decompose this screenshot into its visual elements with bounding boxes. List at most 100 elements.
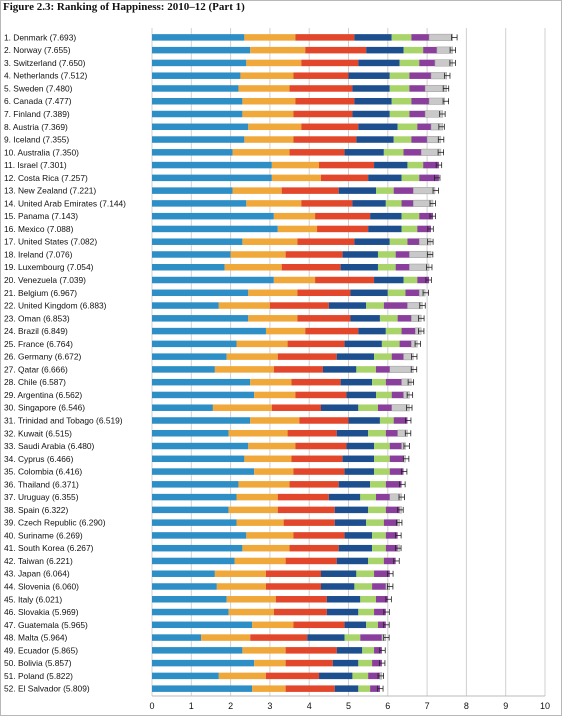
bar-segment xyxy=(376,493,390,501)
country-label: 9. Iceland (7.355) xyxy=(4,135,69,145)
bar-segment xyxy=(254,468,294,475)
bar-segment xyxy=(401,200,414,207)
confidence-interval xyxy=(383,609,390,616)
bar-segment xyxy=(305,46,367,54)
bar-segment xyxy=(383,519,398,526)
confidence-interval xyxy=(402,455,410,462)
bar-segment xyxy=(374,442,390,450)
bar-segment xyxy=(152,187,233,194)
bar-segment xyxy=(417,276,430,284)
bar-segment xyxy=(319,161,375,169)
confidence-interval xyxy=(437,149,445,156)
bar-segment xyxy=(376,187,394,194)
bar-segment xyxy=(391,34,412,41)
bar-segment xyxy=(350,289,388,297)
bar-segment xyxy=(152,583,217,590)
bar-segment xyxy=(370,481,386,488)
bar-segment xyxy=(293,136,357,143)
bar-segment xyxy=(242,97,296,105)
bar-segment xyxy=(368,557,384,565)
bar-segment xyxy=(285,251,343,258)
confidence-interval xyxy=(395,545,402,552)
bar-segment xyxy=(403,149,422,156)
bar-segment xyxy=(152,238,243,245)
bar-segment xyxy=(230,251,286,258)
bar-segment xyxy=(366,302,384,309)
bar-segment xyxy=(379,315,398,322)
country-label: 47. Guatemala (5.965) xyxy=(4,620,88,630)
bar-segment xyxy=(299,417,349,424)
bar-segment xyxy=(391,97,412,105)
bar-segment xyxy=(315,276,375,284)
bar-segment xyxy=(385,327,402,335)
bar-segment xyxy=(417,225,432,233)
bar-segment xyxy=(152,378,251,386)
bar-segment xyxy=(338,187,377,194)
bar-segment xyxy=(315,212,371,220)
bar-segment xyxy=(409,72,432,79)
country-label: 41. South Korea (6.267) xyxy=(4,543,94,553)
bar-segment xyxy=(297,315,351,322)
bar-segment xyxy=(360,634,382,641)
bar-segment xyxy=(399,340,412,348)
bar-segment xyxy=(389,455,404,463)
confidence-interval xyxy=(426,251,434,258)
confidence-interval xyxy=(427,225,434,232)
bar-segment xyxy=(352,110,390,118)
bar-segment xyxy=(152,519,237,526)
bar-segment xyxy=(374,455,390,463)
bar-segment xyxy=(389,238,408,245)
confidence-interval xyxy=(379,647,386,654)
bar-segment xyxy=(374,608,386,616)
bar-segment xyxy=(289,544,339,552)
confidence-interval xyxy=(406,391,414,398)
bar-segment xyxy=(152,647,243,654)
bar-segment xyxy=(152,161,272,169)
bar-segment xyxy=(152,289,249,297)
country-label: 1. Denmark (7.693) xyxy=(4,32,76,42)
country-label: 49. Ecuador (5.865) xyxy=(4,645,78,655)
bar-segment xyxy=(340,378,373,386)
bar-segment xyxy=(338,544,373,552)
confidence-interval xyxy=(407,379,415,386)
bar-segment xyxy=(377,404,392,411)
bar-segment xyxy=(401,174,420,182)
bar-segment xyxy=(334,685,359,692)
bar-segment xyxy=(391,391,404,399)
country-label: 23. Oman (6.853) xyxy=(4,313,70,323)
bar-segment xyxy=(385,430,398,437)
bar-segment xyxy=(419,59,435,67)
bar-segment xyxy=(336,430,369,437)
bar-segment xyxy=(152,455,245,463)
country-label: 10. Australia (7.350) xyxy=(4,147,79,157)
country-label: 48. Malta (5.964) xyxy=(4,633,68,643)
bar-segment xyxy=(152,634,202,641)
confidence-interval xyxy=(439,111,446,118)
bar-segment xyxy=(218,672,266,680)
bar-segment xyxy=(244,136,294,143)
x-tick-label: 8 xyxy=(464,701,469,711)
bar-segment xyxy=(320,174,369,182)
country-label: 12. Costa Rica (7.257) xyxy=(4,173,88,183)
bar-segment xyxy=(252,621,294,629)
confidence-interval xyxy=(395,532,402,539)
bar-segment xyxy=(285,557,337,565)
country-label: 39. Czech Republic (6.290) xyxy=(4,518,106,528)
bar-segment xyxy=(344,621,367,629)
country-label: 37. Uruguay (6.355) xyxy=(4,492,79,502)
bar-segment xyxy=(393,187,414,194)
x-tick-label: 4 xyxy=(307,701,312,711)
bar-segment xyxy=(411,136,428,143)
confidence-interval xyxy=(379,660,386,667)
bar-segment xyxy=(244,34,296,41)
bar-segment xyxy=(248,289,298,297)
country-label: 36. Thailand (6.371) xyxy=(4,479,79,489)
country-label: 11. Israel (7.301) xyxy=(4,160,67,170)
bar-segment xyxy=(152,391,255,399)
bar-segment xyxy=(232,149,290,156)
country-label: 4. Netherlands (7.512) xyxy=(4,71,88,81)
bar-segment xyxy=(218,302,270,309)
bar-segment xyxy=(152,97,243,105)
confidence-interval xyxy=(383,634,390,641)
bar-segment xyxy=(152,442,249,450)
